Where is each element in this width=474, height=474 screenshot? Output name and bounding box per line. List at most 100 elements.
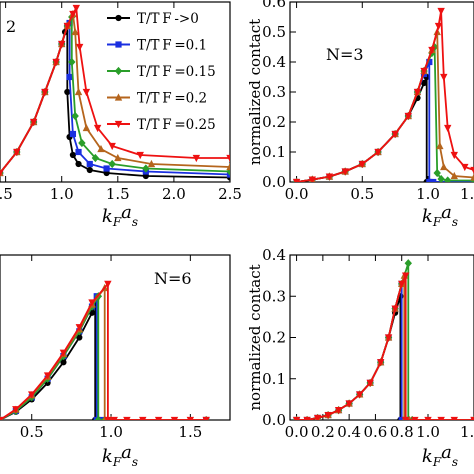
data-point	[58, 40, 66, 49]
data-point	[292, 416, 301, 420]
legend-marker	[115, 14, 122, 22]
data-point	[60, 359, 67, 366]
y-tick-label: 0.6	[262, 0, 286, 11]
data-point	[71, 111, 79, 121]
data-point	[420, 79, 428, 87]
legend-label: T/T F =0.15	[137, 64, 216, 80]
data-point	[398, 416, 405, 420]
plot-area	[292, 7, 474, 182]
data-point	[110, 416, 118, 420]
x-tick-label: 1.5	[106, 185, 130, 203]
data-point	[186, 416, 195, 420]
series-line-4	[296, 275, 474, 420]
data-point	[391, 130, 399, 139]
x-tick-label: 2.0	[162, 185, 186, 203]
data-point	[345, 400, 353, 408]
data-point	[440, 73, 448, 82]
data-point	[29, 118, 38, 127]
data-point	[355, 391, 364, 399]
panel-bottom-left: 0.5 1.0 1.5 kFas N=6	[0, 254, 231, 469]
series-line-4	[0, 281, 207, 420]
legend-marker	[114, 120, 123, 129]
data-point	[413, 88, 422, 97]
data-point	[450, 171, 458, 180]
data-point	[450, 416, 458, 420]
data-point	[114, 153, 122, 162]
data-point	[154, 416, 163, 420]
x-tick-label: 0.4	[337, 423, 361, 441]
y-tick-label: 0.3	[262, 83, 286, 101]
data-point	[366, 379, 374, 387]
data-point	[71, 27, 79, 36]
legend-entry: T/T F =0.1	[107, 38, 207, 54]
series-line-0	[296, 296, 474, 420]
panel-bottom-right: 0.0 0.2 0.4 0.6 0.8 1.0 1.0.00.10.20.30.4norma…	[246, 246, 474, 469]
series-line-2	[296, 263, 474, 420]
data-point	[72, 4, 80, 13]
legend-entry: T/T F =0.15	[107, 64, 216, 80]
legend-marker	[114, 93, 123, 101]
legend-label: T/T F ->0	[137, 11, 199, 27]
y-axis-title: normalized contact	[246, 264, 264, 410]
legend-label: T/T F =0.2	[137, 91, 207, 107]
x-tick-label: 0.5	[20, 423, 44, 441]
legend-entry: T/T F =0.2	[107, 91, 207, 107]
y-tick-label: 0.5	[262, 23, 286, 41]
data-point	[192, 154, 201, 163]
data-point	[147, 159, 156, 168]
y-tick-label: 0.2	[262, 329, 286, 347]
y-axis-title: normalized contact	[246, 19, 264, 165]
data-point	[376, 359, 385, 367]
plot-area	[292, 259, 474, 420]
plot-area	[0, 280, 210, 420]
y-tick-label: 0.1	[262, 143, 286, 161]
data-point	[63, 22, 72, 31]
data-point	[75, 324, 84, 332]
data-point	[108, 159, 116, 169]
data-point	[75, 148, 82, 156]
data-point	[170, 416, 179, 420]
data-point	[430, 178, 437, 182]
data-point	[461, 163, 469, 172]
data-point	[437, 174, 445, 182]
data-point	[470, 173, 474, 181]
x-tick-label: 0.0	[285, 423, 309, 441]
data-point	[88, 299, 96, 307]
y-tick-label: 0.4	[262, 246, 286, 264]
series-line-3	[296, 31, 474, 182]
x-tick-label: .5	[0, 185, 13, 203]
data-point	[434, 22, 443, 31]
data-point	[401, 272, 410, 280]
legend-entry: T/T F ->0	[107, 11, 199, 27]
legend-marker	[115, 41, 122, 48]
data-point	[398, 280, 406, 288]
data-point	[108, 142, 116, 151]
series-line-4	[296, 10, 474, 182]
y-tick-label: 0.1	[262, 370, 286, 388]
panel-top-left: .5 1.0 1.5 2.0 2.5 kFas 2	[0, 1, 242, 229]
data-point	[450, 151, 458, 160]
data-point	[91, 153, 100, 163]
x-tick-label: 1.0	[99, 423, 123, 441]
data-point	[407, 415, 412, 420]
data-point	[226, 171, 230, 178]
y-tick-label: 0.0	[262, 411, 286, 429]
data-point	[13, 148, 21, 157]
data-point	[426, 58, 433, 66]
data-point	[82, 123, 91, 132]
data-point	[325, 173, 334, 181]
data-point	[12, 406, 20, 414]
data-point	[75, 43, 84, 52]
x-tick-label: 1.	[460, 423, 474, 441]
y-tick-label: 0.0	[262, 173, 286, 191]
x-tick-label: 0.2	[311, 423, 335, 441]
series-line-0	[0, 304, 207, 420]
data-point	[139, 416, 147, 420]
panel-label: N=3	[326, 45, 364, 64]
data-point	[136, 151, 144, 160]
x-tick-label: 0.6	[363, 423, 387, 441]
y-tick-label: 0.3	[262, 287, 286, 305]
data-point	[123, 416, 131, 420]
data-point	[0, 169, 4, 178]
